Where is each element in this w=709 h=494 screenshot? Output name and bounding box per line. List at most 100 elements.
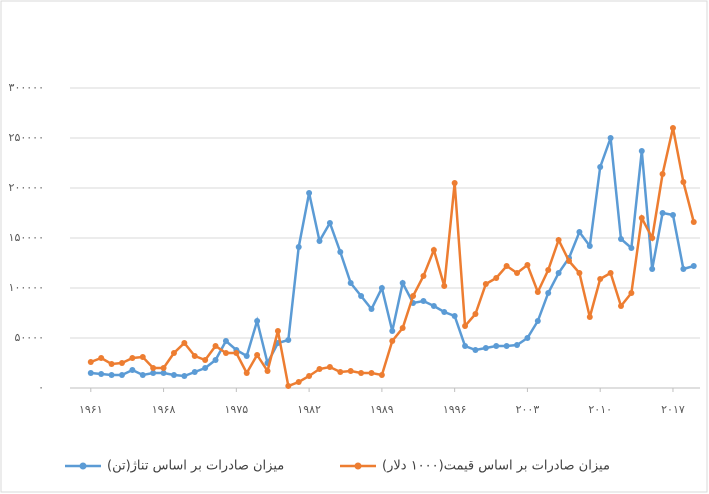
data-point: [690, 219, 697, 225]
data-point: [534, 289, 541, 295]
data-point: [98, 355, 105, 361]
data-point: [659, 210, 666, 216]
legend-label: میزان صادرات بر اساس تناژ(تن): [107, 459, 284, 474]
data-point: [493, 275, 500, 281]
data-point: [295, 379, 302, 385]
data-point: [222, 350, 229, 356]
data-point: [129, 355, 136, 361]
data-point: [430, 303, 437, 309]
data-point: [222, 338, 229, 344]
data-point: [139, 372, 146, 378]
data-point: [649, 235, 656, 241]
data-point: [389, 338, 396, 344]
data-point: [160, 370, 167, 376]
data-point: [243, 370, 250, 376]
data-point: [212, 343, 219, 349]
data-point: [493, 343, 500, 349]
data-point: [534, 318, 541, 324]
data-point: [316, 238, 323, 244]
data-point: [690, 263, 697, 269]
data-point: [462, 323, 469, 329]
data-point: [659, 171, 666, 177]
data-point: [482, 345, 489, 351]
data-point: [586, 243, 593, 249]
data-point: [254, 318, 261, 324]
data-point: [566, 258, 573, 264]
data-point: [150, 365, 157, 371]
data-point: [108, 361, 115, 367]
data-point: [368, 370, 375, 376]
data-point: [597, 164, 604, 170]
data-point: [628, 290, 635, 296]
data-point: [326, 220, 333, 226]
data-point: [420, 298, 427, 304]
data-point: [285, 383, 292, 389]
data-point: [378, 285, 385, 291]
x-tick-label: ۱۹۶۱: [79, 403, 103, 416]
y-tick-label: ۱۵۰۰۰۰: [9, 231, 44, 244]
data-point: [295, 244, 302, 250]
data-point: [451, 180, 458, 186]
data-point: [586, 314, 593, 320]
data-point: [451, 313, 458, 319]
data-point: [337, 249, 344, 255]
data-point: [202, 357, 209, 363]
data-point: [108, 372, 115, 378]
data-point: [441, 283, 448, 289]
legend-label: میزان صادرات بر اساس قیمت(۱۰۰۰ دلار): [382, 459, 610, 474]
data-point: [243, 353, 250, 359]
data-point: [545, 290, 552, 296]
x-tick-label: ۱۹۸۹: [370, 403, 394, 416]
data-point: [160, 365, 167, 371]
data-point: [410, 293, 417, 299]
data-point: [472, 347, 479, 353]
data-point: [358, 293, 365, 299]
data-point: [285, 337, 292, 343]
data-point: [555, 270, 562, 276]
y-tick-label: ۱۰۰۰۰۰: [9, 281, 44, 294]
data-point: [139, 354, 146, 360]
data-point: [628, 245, 635, 251]
data-point: [514, 342, 521, 348]
y-tick-label: ۰: [38, 381, 44, 394]
data-point: [191, 353, 198, 359]
data-point: [638, 148, 645, 154]
data-point: [482, 281, 489, 287]
data-point: [254, 352, 261, 358]
data-point: [607, 135, 614, 141]
legend-marker: [354, 462, 362, 470]
data-point: [150, 370, 157, 376]
x-tick-label: ۱۹۹۶: [443, 403, 467, 416]
data-point: [129, 367, 136, 373]
legend: میزان صادرات بر اساس تناژ(تن) میزان صادرا…: [65, 459, 610, 474]
data-point: [274, 328, 281, 334]
data-point: [462, 343, 469, 349]
data-point: [87, 359, 94, 365]
data-point: [368, 306, 375, 312]
data-point: [545, 267, 552, 273]
data-point: [420, 273, 427, 279]
data-point: [524, 262, 531, 268]
data-point: [306, 373, 313, 379]
data-point: [202, 365, 209, 371]
data-point: [680, 179, 687, 185]
data-point: [378, 372, 385, 378]
data-point: [399, 325, 406, 331]
x-tick-label: ۲۰۱۰: [588, 403, 612, 416]
x-tick-label: ۱۹۸۲: [297, 403, 321, 416]
data-point: [555, 237, 562, 243]
data-point: [472, 311, 479, 317]
data-point: [669, 125, 676, 131]
data-point: [503, 343, 510, 349]
data-point: [389, 328, 396, 334]
data-point: [191, 369, 198, 375]
data-point: [358, 370, 365, 376]
data-point: [430, 247, 437, 253]
data-point: [181, 340, 188, 346]
data-point: [576, 270, 583, 276]
data-point: [337, 369, 344, 375]
y-tick-label: ۳۰۰۰۰۰: [9, 81, 44, 94]
data-point: [514, 270, 521, 276]
data-point: [347, 280, 354, 286]
